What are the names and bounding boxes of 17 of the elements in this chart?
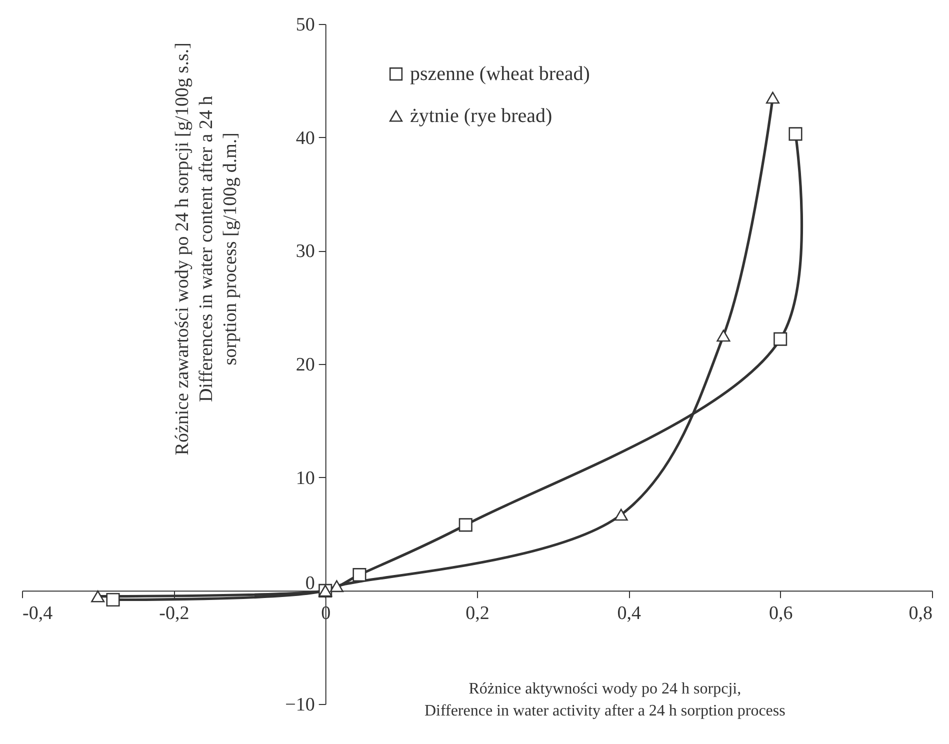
y-axis-title: Różnice zawartości wody po 24 h sorpcji [g/100g s.s.] Differences in water content after a 24 h sorption process [g/100g d.m.] bbox=[172, 42, 242, 456]
y-tick-label: 40 bbox=[296, 128, 315, 149]
legend-label: żytnie (rye bread) bbox=[410, 105, 552, 127]
x-tick-label: -0,2 bbox=[159, 603, 190, 624]
x-tick-label: 0,8 bbox=[908, 603, 932, 624]
y-tick-label: 50 bbox=[296, 14, 315, 36]
x-axis-title: Różnice aktywności wody po 24 h sorpcji, Difference in water activity after a 24 h sorption process bbox=[424, 680, 786, 720]
y-tick-label: 30 bbox=[296, 241, 315, 262]
legend-label: pszenne (wheat bread) bbox=[410, 63, 590, 85]
y-tick-label: 0 bbox=[305, 573, 315, 594]
x-tick-label: 0,2 bbox=[466, 603, 490, 624]
y-tick-label: 20 bbox=[296, 354, 315, 376]
x-tick-label: 0,4 bbox=[617, 603, 642, 624]
y-tick-label: 10 bbox=[296, 468, 315, 489]
x-tick-label: -0,4 bbox=[22, 603, 54, 624]
x-tick-label: 0,6 bbox=[768, 603, 793, 624]
y-tick-label: −10 bbox=[285, 694, 315, 716]
